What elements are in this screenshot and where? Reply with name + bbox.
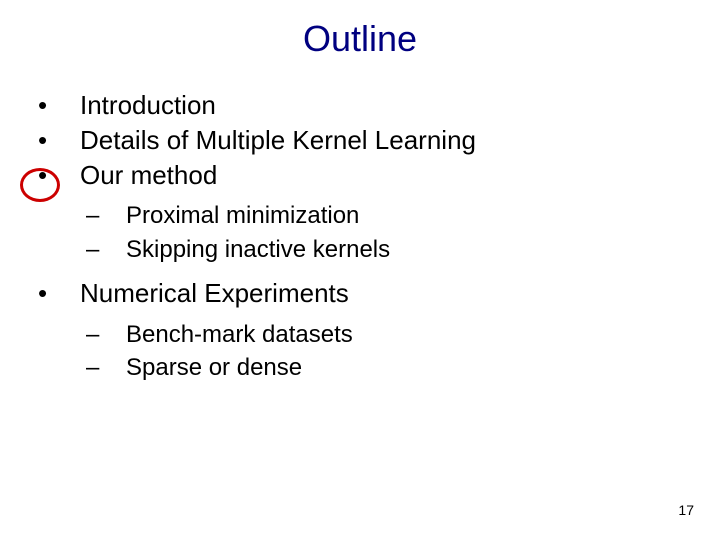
outline-content: • Introduction • Details of Multiple Ker… <box>0 60 720 385</box>
sub-item: – Skipping inactive kernels <box>32 233 720 267</box>
sub-text: Skipping inactive kernels <box>126 233 390 267</box>
sub-list: – Bench-mark datasets – Sparse or dense <box>32 318 720 385</box>
bullet-mark: • <box>32 123 80 158</box>
page-number: 17 <box>678 502 694 518</box>
bullet-mark: • <box>32 88 80 123</box>
sub-item: – Proximal minimization <box>32 199 720 233</box>
bullet-mark: • <box>32 158 80 193</box>
sub-text: Sparse or dense <box>126 351 302 385</box>
sub-text: Bench-mark datasets <box>126 318 353 352</box>
bullet-item: • Numerical Experiments <box>32 276 720 311</box>
bullet-text: Details of Multiple Kernel Learning <box>80 123 720 158</box>
bullet-item: • Our method <box>32 158 720 193</box>
dash-mark: – <box>86 233 126 267</box>
dash-mark: – <box>86 318 126 352</box>
sub-text: Proximal minimization <box>126 199 359 233</box>
slide-title: Outline <box>0 0 720 60</box>
dash-mark: – <box>86 199 126 233</box>
sub-list: – Proximal minimization – Skipping inact… <box>32 199 720 266</box>
bullet-text: Numerical Experiments <box>80 276 720 311</box>
bullet-text: Introduction <box>80 88 720 123</box>
bullet-item: • Details of Multiple Kernel Learning <box>32 123 720 158</box>
bullet-mark: • <box>32 276 80 311</box>
bullet-item: • Introduction <box>32 88 720 123</box>
sub-item: – Sparse or dense <box>32 351 720 385</box>
dash-mark: – <box>86 351 126 385</box>
bullet-text: Our method <box>80 158 720 193</box>
sub-item: – Bench-mark datasets <box>32 318 720 352</box>
